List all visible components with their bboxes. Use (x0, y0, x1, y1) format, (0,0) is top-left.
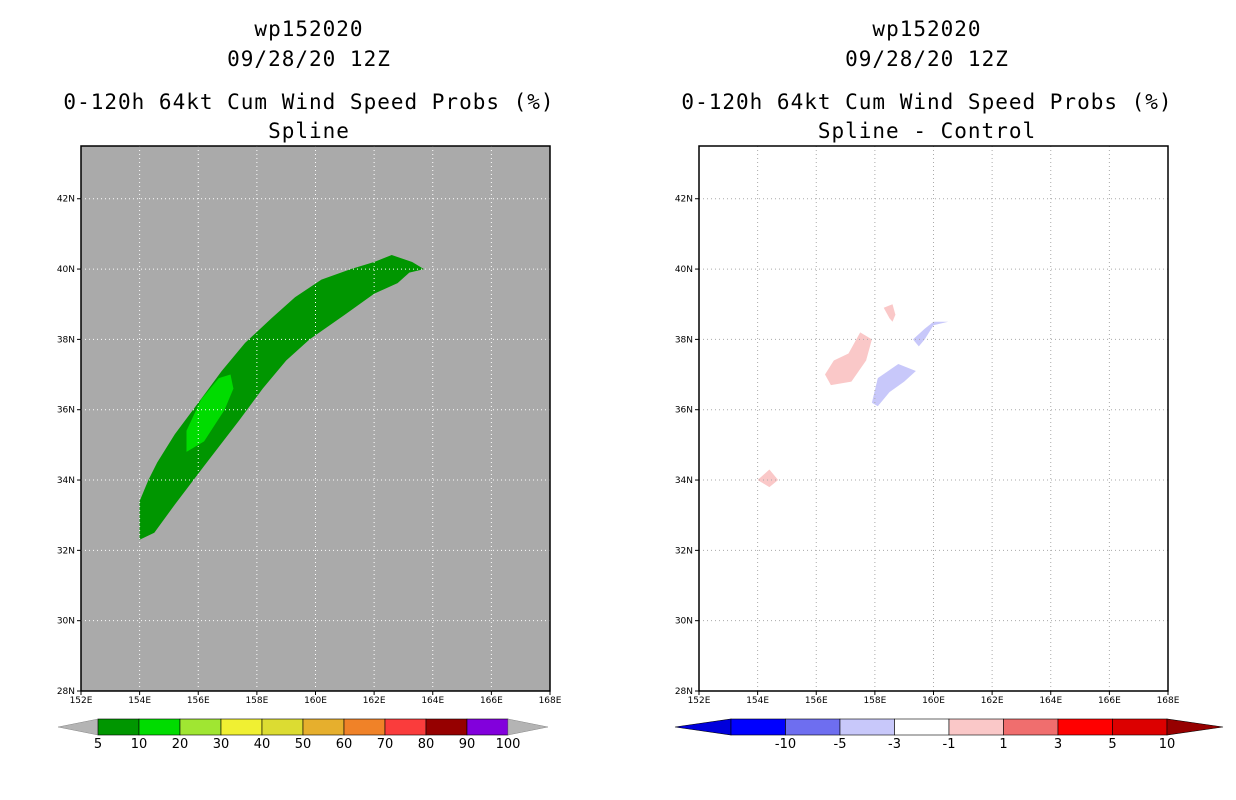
lat-tick-label: 30N (675, 617, 693, 627)
lon-tick-label: 152E (70, 696, 93, 706)
lat-tick-label: 36N (57, 406, 75, 416)
colorbar-swatch (730, 718, 786, 736)
colorbar-swatch (97, 718, 140, 736)
colorbar-swatch (384, 718, 427, 736)
colorbar-label: -3 (888, 737, 901, 752)
colorbar-left-arrow (57, 718, 99, 736)
lon-tick-label: 154E (746, 696, 769, 706)
storm-id-title: wp152020 (872, 17, 982, 41)
colorbar-right-arrow (1166, 718, 1224, 736)
lat-tick-label: 28N (675, 687, 693, 697)
lon-tick-label: 156E (187, 696, 210, 706)
colorbar-label: 60 (336, 737, 353, 752)
colorbar-swatch (261, 718, 304, 736)
colorbar-swatch (466, 718, 509, 736)
colorbar-label: -1 (943, 737, 956, 752)
lon-tick-label: 166E (1098, 696, 1121, 706)
lat-tick-label: 32N (57, 546, 75, 556)
lat-tick-label: 38N (57, 335, 75, 345)
colorbar-swatch (425, 718, 468, 736)
lat-tick-label: 34N (57, 476, 75, 486)
colorbar-swatch (948, 718, 1004, 736)
probability-contour--3--1 (871, 364, 916, 407)
right-map-svg: 152E 154E 156E 158E 160E 162E 164E 166E 168E 28N 3… (674, 145, 1224, 752)
lon-tick-label: 162E (981, 696, 1004, 706)
lon-tick-label: 166E (480, 696, 503, 706)
colorbar-right-arrow (507, 718, 549, 736)
colorbar-swatch (302, 718, 345, 736)
colorbar-swatch (343, 718, 386, 736)
difference-title: Spline - Control (817, 119, 1037, 143)
lat-tick-label: 36N (675, 406, 693, 416)
probability-contour-1-3 (757, 469, 779, 488)
colorbar-label: 40 (254, 737, 271, 752)
colorbar-swatch (179, 718, 222, 736)
method-title: Spline (268, 119, 350, 143)
product-title: 0-120h 64kt Cum Wind Speed Probs (%) (63, 90, 555, 114)
probability-contour-1-3 (825, 332, 872, 386)
left-panel: wp152020 09/28/20 12Z 0-120h 64kt Cum Wi… (57, 17, 562, 752)
colorbar-swatch (138, 718, 181, 736)
lat-tick-label: 34N (675, 476, 693, 486)
lat-tick-label: 42N (57, 195, 75, 205)
probability-contour-10-20 (186, 374, 234, 452)
probability-contour-5-10 (139, 255, 424, 540)
colorbar-label: 10 (131, 737, 148, 752)
colorbar-label: -10 (775, 737, 796, 752)
lon-tick-label: 168E (1157, 696, 1180, 706)
colorbar-label: 90 (459, 737, 476, 752)
colorbar-swatch (220, 718, 263, 736)
colorbar-label: 100 (496, 737, 521, 752)
colorbar-label: 5 (1108, 737, 1116, 752)
lon-tick-label: 164E (421, 696, 444, 706)
colorbar-label: 3 (1054, 737, 1062, 752)
lon-tick-label: 152E (688, 696, 711, 706)
right-panel: wp152020 09/28/20 12Z 0-120h 64kt Cum Wi… (618, 0, 1236, 800)
colorbar-label: 1 (999, 737, 1007, 752)
storm-id-title: wp152020 (254, 17, 364, 41)
lon-tick-label: 164E (1039, 696, 1062, 706)
lat-tick-label: 28N (57, 687, 75, 697)
colorbar-left-arrow (674, 718, 732, 736)
lon-tick-label: 154E (128, 696, 151, 706)
lon-tick-label: 162E (363, 696, 386, 706)
lat-tick-label: 40N (675, 265, 693, 275)
lat-tick-label: 42N (675, 195, 693, 205)
colorbar-label: 10 (1159, 737, 1176, 752)
date-title: 09/28/20 12Z (845, 47, 1009, 71)
lon-tick-label: 156E (805, 696, 828, 706)
lat-tick-label: 40N (57, 265, 75, 275)
colorbar-label: 20 (172, 737, 189, 752)
lon-tick-label: 168E (539, 696, 562, 706)
lon-tick-label: 160E (304, 696, 327, 706)
left-map-svg: 152E 154E 156E 158E 160E 162E 164E 166E 168E 28N 3… (57, 145, 562, 752)
colorbar-label: -5 (834, 737, 847, 752)
lat-tick-label: 30N (57, 617, 75, 627)
lon-tick-label: 158E (245, 696, 268, 706)
colorbar-swatch (1057, 718, 1113, 736)
colorbar-swatch (894, 718, 950, 736)
lon-tick-label: 158E (863, 696, 886, 706)
probability-contour-1-3 (883, 304, 896, 322)
colorbar-label: 5 (94, 737, 102, 752)
date-title: 09/28/20 12Z (227, 47, 391, 71)
colorbar-swatch (1112, 718, 1168, 736)
colorbar-swatch (839, 718, 895, 736)
colorbar-label: 70 (377, 737, 394, 752)
lat-tick-label: 38N (675, 335, 693, 345)
colorbar-label: 50 (295, 737, 312, 752)
lon-tick-label: 160E (922, 696, 945, 706)
product-title: 0-120h 64kt Cum Wind Speed Probs (%) (681, 90, 1173, 114)
colorbar-swatch (1003, 718, 1059, 736)
colorbar-label: 80 (418, 737, 435, 752)
colorbar-swatch (785, 718, 841, 736)
colorbar-label: 30 (213, 737, 230, 752)
probability-contour--3--1 (913, 321, 949, 347)
lat-tick-label: 32N (675, 546, 693, 556)
